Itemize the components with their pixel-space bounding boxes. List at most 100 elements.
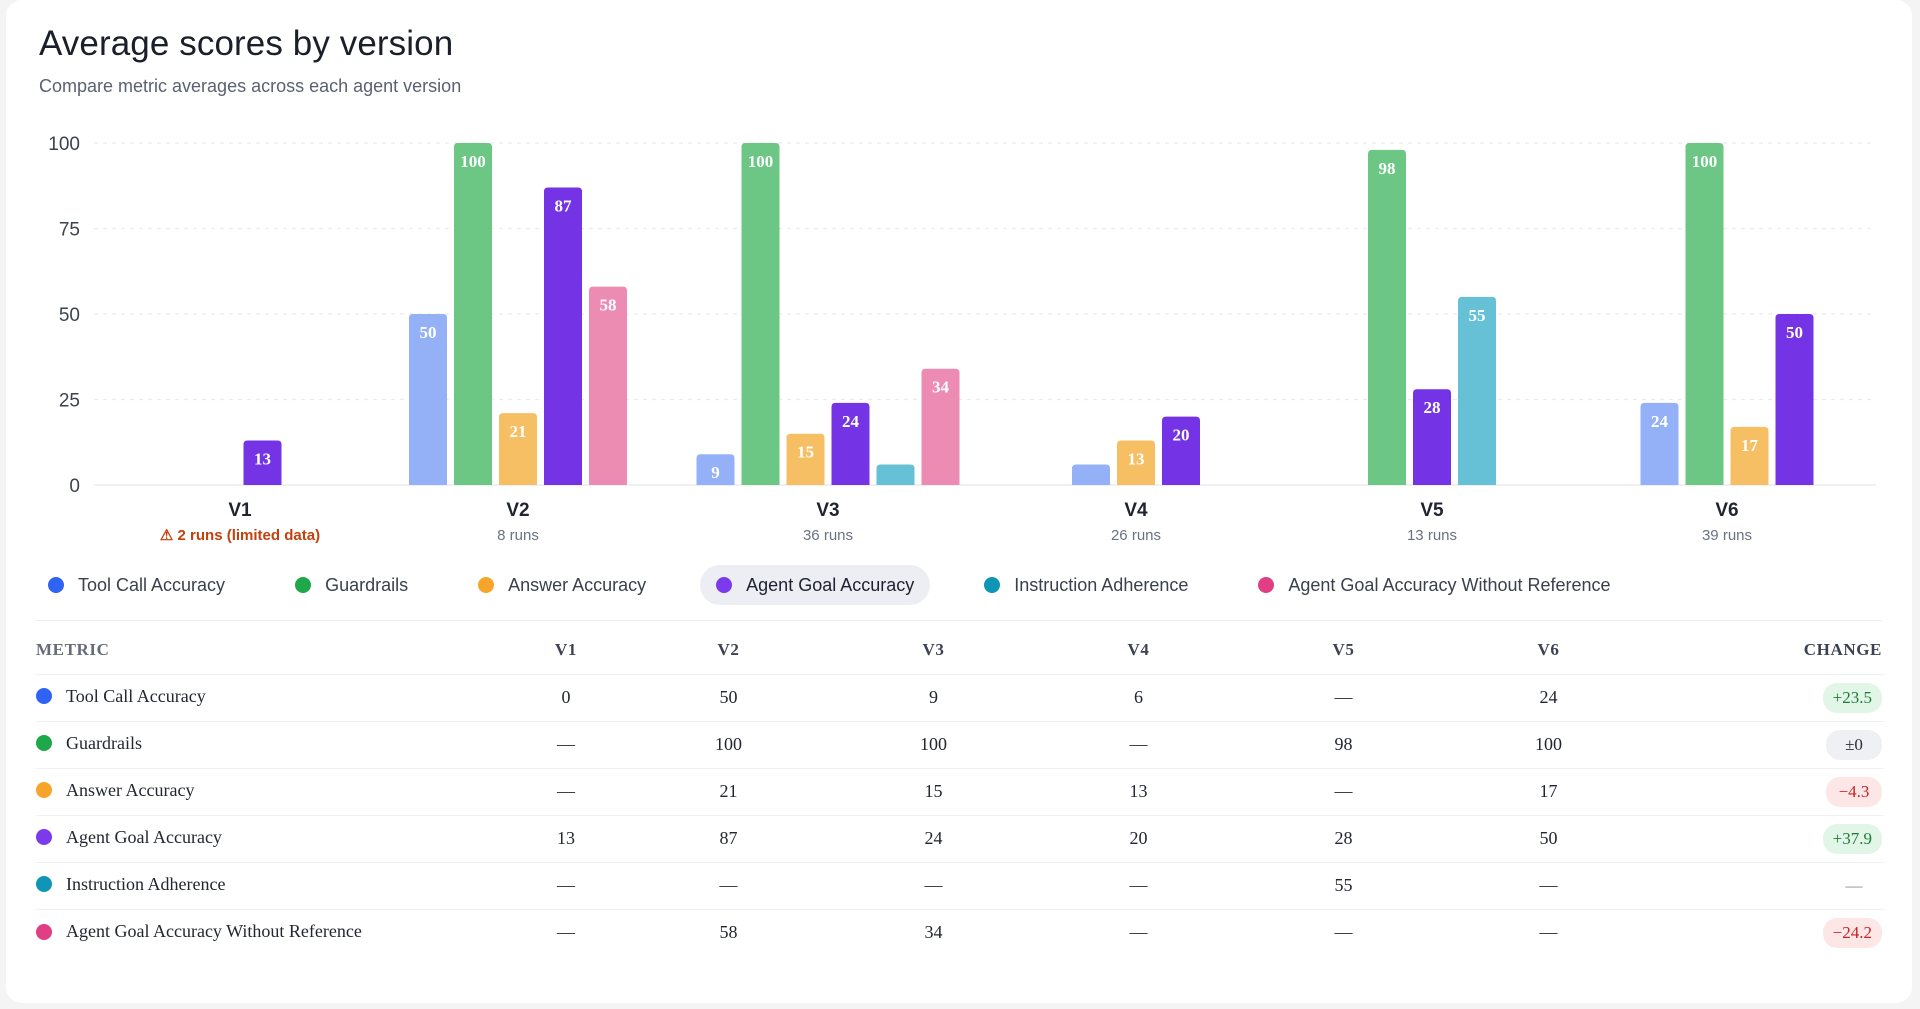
page-title: Average scores by version: [39, 24, 454, 63]
run-count-label: 26 runs: [1111, 527, 1161, 544]
run-count-label: 13 runs: [1407, 527, 1457, 544]
column-header-change: CHANGE: [1803, 639, 1882, 659]
bar-v4-agent-goal-accuracy: [1162, 416, 1200, 485]
value-cell: —: [1036, 861, 1241, 909]
column-header-v5: V5: [1332, 639, 1355, 659]
value-cell: —: [1036, 908, 1241, 956]
metric-name: Tool Call Accuracy: [66, 685, 206, 706]
bar-v3-agent-goal-accuracy: [831, 402, 870, 485]
table-row: Guardrails —100 100—98 100 ±0: [36, 720, 1884, 768]
bar-v4-tool-call-accuracy: [1072, 464, 1110, 485]
value-cell: 50: [626, 673, 831, 721]
value-cell: —: [1446, 908, 1651, 956]
value-cell: 13: [1036, 767, 1241, 815]
legend-item-answer-accuracy[interactable]: Answer Accuracy: [462, 565, 662, 605]
bar-v5-instruction-adherence: [1458, 296, 1496, 485]
change-badge: —: [1845, 875, 1863, 895]
bar-value-label: 50: [420, 323, 437, 342]
bar-value-label: 9: [711, 463, 720, 482]
metric-cell: Answer Accuracy: [36, 767, 506, 815]
value-cell: 20: [1036, 814, 1241, 862]
limited-data-warning: ⚠ 2 runs (limited data): [160, 527, 320, 544]
y-tick-label: 0: [69, 476, 80, 497]
bar-value-label: 15: [797, 443, 814, 462]
bar-value-label: 55: [1469, 306, 1486, 325]
y-tick-label: 50: [59, 305, 80, 326]
metric-color-dot: [36, 782, 52, 799]
metric-cell: Instruction Adherence: [36, 861, 506, 909]
legend-label: Tool Call Accuracy: [78, 574, 226, 595]
bar-v4-answer-accuracy: [1117, 440, 1155, 485]
value-cell: 100: [831, 720, 1036, 768]
metric-cell: Agent Goal Accuracy: [36, 814, 506, 862]
legend-label: Instruction Adherence: [1014, 574, 1189, 595]
page-subtitle: Compare metric averages across each agen…: [39, 76, 462, 96]
bar-v3-agent-goal-accuracy-without-reference: [921, 368, 960, 485]
value-cell: 24: [1446, 673, 1651, 721]
value-cell: 34: [831, 908, 1036, 956]
x-category-label: V5: [1420, 500, 1444, 521]
change-badge: +37.9: [1822, 823, 1882, 854]
change-cell: +37.9: [1651, 814, 1884, 862]
metric-cell: Agent Goal Accuracy Without Reference: [36, 908, 506, 956]
value-cell: —: [1241, 767, 1446, 815]
metric-color-dot: [36, 923, 52, 940]
metric-color-dot: [36, 876, 52, 893]
table-header-row: METRIC V1 V2 V3 V4 V5 V6 CHANGE: [36, 626, 1884, 674]
y-tick-label: 75: [59, 220, 80, 241]
legend-swatch: [1258, 577, 1275, 593]
bar-value-label: 28: [1424, 398, 1441, 417]
table-row: Agent Goal Accuracy 13 87 24 20 28 50 +37.9: [36, 814, 1884, 862]
bar-v2-guardrails: [454, 143, 492, 485]
bar-v3-answer-accuracy: [786, 433, 825, 485]
column-header-v1: V1: [555, 639, 577, 659]
metric-name: Guardrails: [66, 732, 142, 753]
legend-swatch: [984, 577, 1001, 593]
table-row: Agent Goal Accuracy Without Reference —58…: [36, 908, 1884, 956]
bar-value-label: 21: [510, 422, 527, 441]
bar-v3-guardrails: [741, 143, 780, 485]
column-header-metric: METRIC: [36, 639, 110, 659]
bar-v6-agent-goal-accuracy: [1775, 314, 1814, 485]
change-badge: ±0: [1826, 729, 1882, 760]
table-row: Answer Accuracy —21 15 13—17 −4.3: [36, 767, 1884, 815]
value-cell: 15: [831, 767, 1036, 815]
change-badge: +23.5: [1822, 682, 1882, 713]
value-cell: 100: [626, 720, 831, 768]
bar-value-label: 100: [460, 152, 486, 171]
legend-item-agent-goal-accuracy-without-reference[interactable]: Agent Goal Accuracy Without Reference: [1242, 565, 1626, 605]
change-cell: —: [1651, 861, 1884, 909]
bar-value-label: 100: [1692, 152, 1718, 171]
legend-label: Agent Goal Accuracy Without Reference: [1288, 574, 1611, 595]
bar-value-label: 50: [1786, 323, 1803, 342]
change-cell: ±0: [1651, 720, 1884, 768]
y-tick-label: 25: [59, 391, 80, 412]
legend-item-tool-call-accuracy[interactable]: Tool Call Accuracy: [32, 565, 241, 605]
change-cell: +23.5: [1651, 673, 1884, 721]
table-row: Instruction Adherence — — — —55— —: [36, 861, 1884, 909]
metric-name: Instruction Adherence: [66, 873, 226, 894]
value-cell: 50: [1446, 814, 1651, 862]
run-count-label: 39 runs: [1702, 527, 1752, 544]
column-header-v2: V2: [717, 639, 740, 659]
value-cell: 55: [1241, 861, 1446, 909]
legend-label: Guardrails: [325, 574, 409, 595]
y-tick-label: 100: [48, 134, 80, 155]
value-cell: 13: [506, 814, 626, 862]
bar-value-label: 34: [932, 378, 950, 397]
table-row: Tool Call Accuracy 0 50 9 6—24 +23.5: [36, 673, 1884, 721]
value-cell: —: [506, 861, 626, 909]
value-cell: —: [1241, 908, 1446, 956]
legend-item-guardrails[interactable]: Guardrails: [279, 565, 424, 605]
chart-card: Average scores by version Compare metric…: [6, 0, 1912, 1003]
value-cell: 9: [831, 673, 1036, 721]
change-cell: −24.2: [1651, 908, 1884, 956]
legend-item-instruction-adherence[interactable]: Instruction Adherence: [968, 565, 1204, 605]
legend-item-agent-goal-accuracy[interactable]: Agent Goal Accuracy: [700, 565, 931, 605]
value-cell: —: [1036, 720, 1241, 768]
x-category-label: V3: [816, 500, 839, 521]
run-count-label: 36 runs: [803, 527, 853, 544]
value-cell: —: [1241, 673, 1446, 721]
value-cell: 87: [626, 814, 831, 862]
value-cell: 28: [1241, 814, 1446, 862]
